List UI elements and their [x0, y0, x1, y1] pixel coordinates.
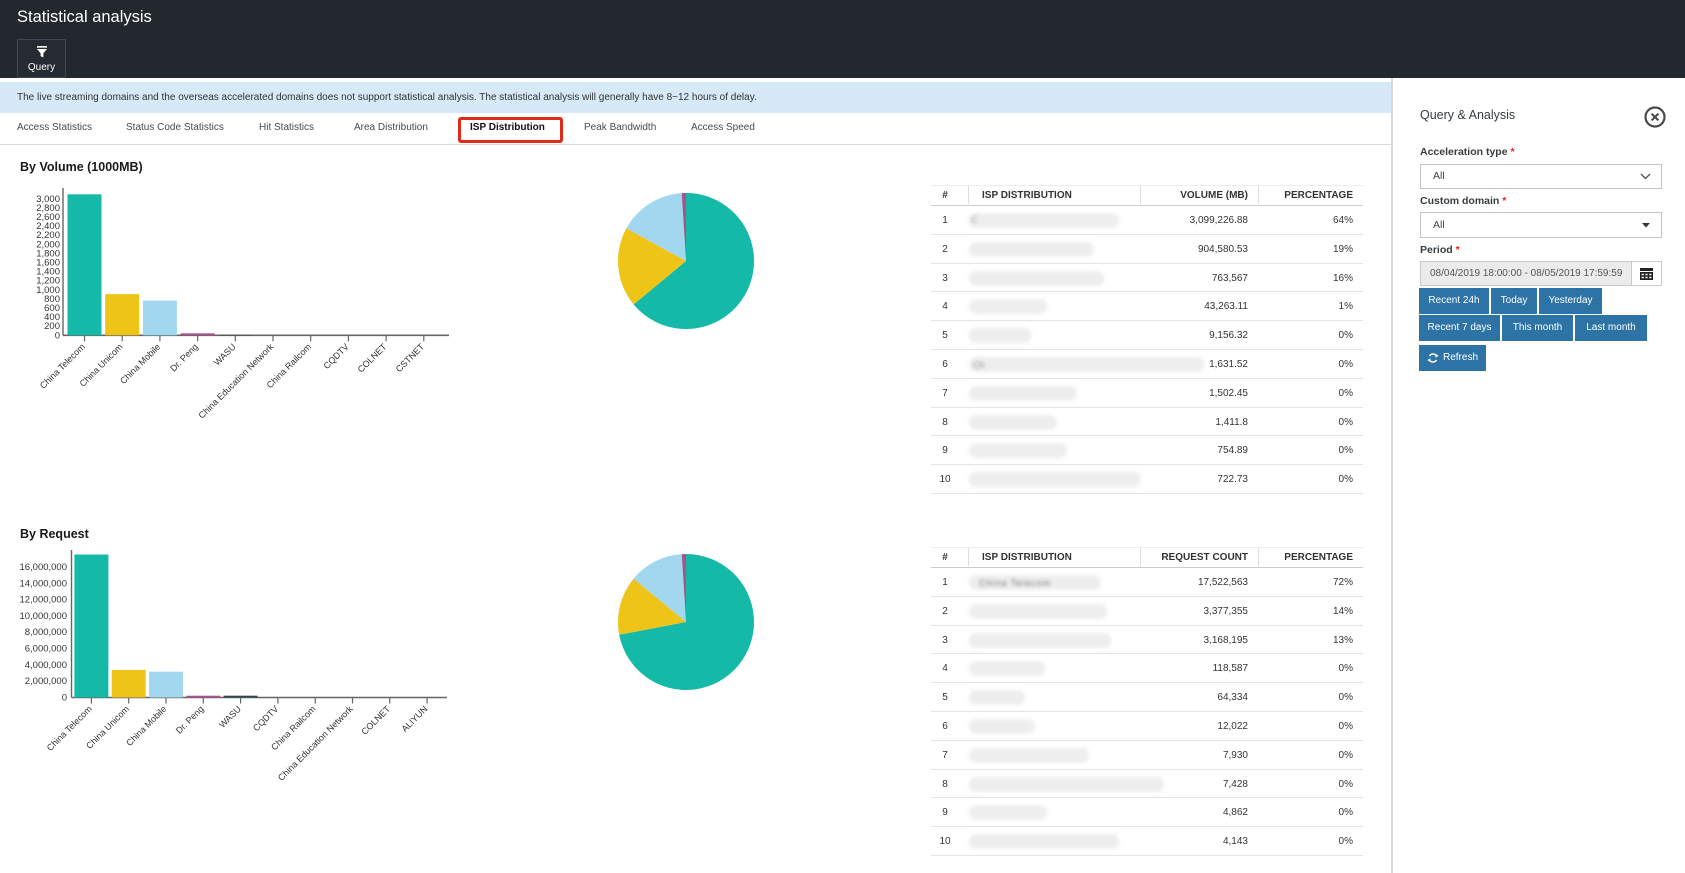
svg-text:CSTNET: CSTNET — [394, 341, 427, 374]
svg-text:4,000,000: 4,000,000 — [25, 660, 67, 671]
svg-text:Dr. Peng: Dr. Peng — [174, 704, 206, 736]
svg-text:8,000,000: 8,000,000 — [25, 627, 67, 638]
svg-text:0: 0 — [62, 693, 67, 704]
svg-text:1,000: 1,000 — [36, 285, 60, 296]
svg-text:1,600: 1,600 — [36, 258, 60, 269]
svg-text:0: 0 — [55, 330, 60, 341]
svg-text:CQDTV: CQDTV — [321, 342, 350, 371]
svg-text:2,200: 2,200 — [36, 230, 60, 241]
svg-text:2,600: 2,600 — [36, 212, 60, 223]
svg-text:China Education Network: China Education Network — [197, 341, 276, 420]
svg-text:2,400: 2,400 — [36, 221, 60, 232]
svg-text:1,400: 1,400 — [36, 267, 60, 278]
svg-text:600: 600 — [44, 303, 60, 314]
svg-text:16,000,000: 16,000,000 — [19, 562, 67, 573]
svg-text:Dr. Peng: Dr. Peng — [168, 342, 200, 374]
svg-text:ALIYUN: ALIYUN — [399, 704, 429, 734]
svg-text:10,000,000: 10,000,000 — [19, 611, 67, 622]
svg-text:COLNET: COLNET — [359, 703, 392, 736]
svg-text:1,800: 1,800 — [36, 248, 60, 259]
svg-text:2,000: 2,000 — [36, 239, 60, 250]
svg-text:14,000,000: 14,000,000 — [19, 578, 67, 589]
svg-text:12,000,000: 12,000,000 — [19, 595, 67, 606]
svg-text:China Mobile: China Mobile — [118, 342, 162, 386]
svg-text:200: 200 — [44, 321, 60, 332]
svg-text:800: 800 — [44, 294, 60, 305]
svg-text:China Education Network: China Education Network — [276, 703, 355, 782]
svg-text:CQDTV: CQDTV — [251, 704, 280, 733]
svg-text:2,000,000: 2,000,000 — [25, 676, 67, 687]
svg-text:China Mobile: China Mobile — [124, 704, 168, 748]
svg-text:2,800: 2,800 — [36, 203, 60, 214]
svg-text:WASU: WASU — [217, 704, 243, 730]
svg-text:COLNET: COLNET — [356, 341, 389, 374]
svg-text:WASU: WASU — [212, 342, 238, 368]
svg-text:1,200: 1,200 — [36, 276, 60, 287]
svg-text:3,000: 3,000 — [36, 194, 60, 205]
svg-text:6,000,000: 6,000,000 — [25, 644, 67, 655]
svg-text:400: 400 — [44, 312, 60, 323]
